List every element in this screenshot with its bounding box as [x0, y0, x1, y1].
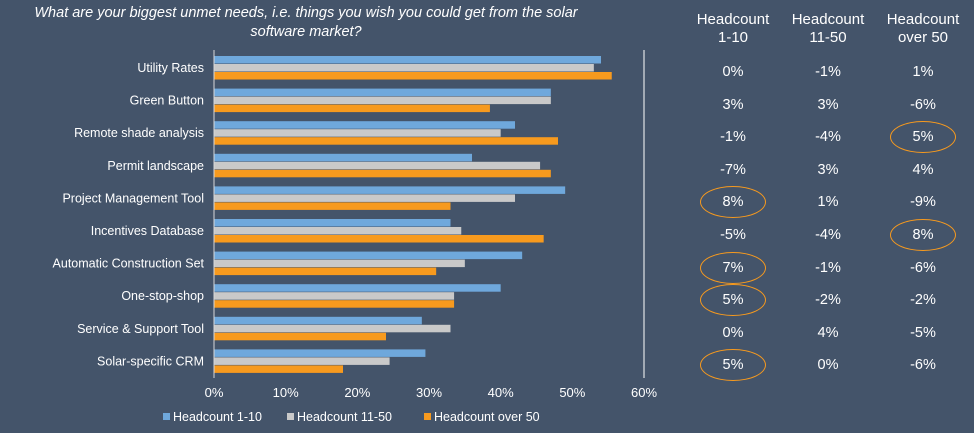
- bar-1: [214, 88, 551, 97]
- x-tick-label: 0%: [205, 385, 224, 400]
- bar-2: [214, 324, 451, 333]
- bar-1: [214, 349, 426, 357]
- category-label: Incentives Database: [91, 224, 204, 238]
- bar-3: [214, 104, 490, 113]
- bar-2: [214, 194, 515, 202]
- category-label: Automatic Construction Set: [53, 257, 205, 271]
- bar-3: [214, 169, 551, 178]
- bar-2: [214, 64, 594, 72]
- legend-swatch: [163, 413, 170, 420]
- category-label: Solar-specific CRM: [97, 354, 204, 368]
- legend-label: Headcount over 50: [434, 410, 540, 424]
- bar-3: [214, 235, 544, 243]
- x-tick-label: 50%: [559, 385, 585, 400]
- bar-1: [214, 251, 523, 260]
- bar-3: [214, 332, 386, 341]
- category-label: One-stop-shop: [121, 289, 204, 303]
- bar-3: [214, 300, 455, 308]
- x-tick-label: 20%: [344, 385, 370, 400]
- bar-1: [214, 121, 515, 129]
- bar-1: [214, 219, 451, 227]
- bar-3: [214, 202, 451, 210]
- category-label: Utility Rates: [137, 61, 204, 75]
- x-tick-label: 10%: [273, 385, 299, 400]
- legend-swatch: [424, 413, 431, 420]
- bar-1: [214, 284, 501, 292]
- category-label: Service & Support Tool: [77, 322, 204, 336]
- legend-label: Headcount 1-10: [173, 410, 262, 424]
- category-label: Green Button: [130, 94, 204, 108]
- bar-3: [214, 365, 343, 373]
- bar-3: [214, 72, 612, 80]
- category-label: Permit landscape: [107, 159, 204, 173]
- bar-1: [214, 56, 601, 64]
- legend-label: Headcount 11-50: [297, 410, 392, 424]
- bar-3: [214, 137, 558, 145]
- bar-2: [214, 96, 551, 105]
- category-label: Project Management Tool: [62, 191, 204, 205]
- bar-2: [214, 259, 465, 268]
- bar-1: [214, 186, 566, 194]
- chart-title: What are your biggest unmet needs, i.e. …: [34, 5, 578, 40]
- x-tick-label: 60%: [631, 385, 657, 400]
- bar-2: [214, 227, 462, 235]
- x-tick-label: 30%: [416, 385, 442, 400]
- bar-1: [214, 153, 472, 162]
- x-tick-label: 40%: [488, 385, 514, 400]
- bar-3: [214, 267, 437, 276]
- legend-swatch: [287, 413, 294, 420]
- bar-2: [214, 161, 541, 170]
- category-label: Remote shade analysis: [74, 126, 204, 140]
- bar-2: [214, 292, 455, 300]
- bar-2: [214, 357, 390, 365]
- bar-2: [214, 129, 501, 137]
- bar-1: [214, 316, 422, 325]
